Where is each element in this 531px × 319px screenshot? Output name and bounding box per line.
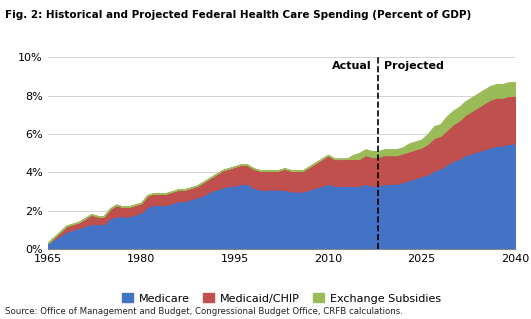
Text: Source: Office of Management and Budget, Congressional Budget Office, CRFB calcu: Source: Office of Management and Budget,… (5, 307, 403, 316)
Text: Projected: Projected (384, 61, 444, 71)
Legend: Medicare, Medicaid/CHIP, Exchange Subsidies: Medicare, Medicaid/CHIP, Exchange Subsid… (118, 289, 445, 308)
Text: Actual: Actual (332, 61, 372, 71)
Text: Fig. 2: Historical and Projected Federal Health Care Spending (Percent of GDP): Fig. 2: Historical and Projected Federal… (5, 10, 472, 19)
